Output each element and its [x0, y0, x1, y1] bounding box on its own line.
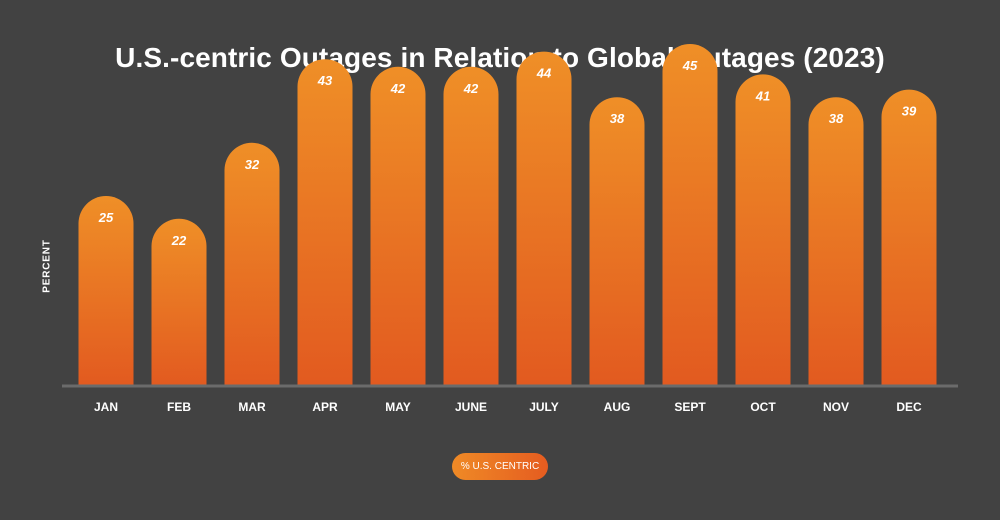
bar-nov [808, 97, 864, 386]
bar-value-label: 38 [829, 111, 844, 126]
bar-feb [151, 218, 207, 386]
legend-label: % U.S. CENTRIC [460, 461, 540, 472]
x-axis-ticks: JAN FEB MAR APR MAY JUNE JULY AUG SEPT OCT NOV DEC [94, 400, 922, 414]
bar-apr [297, 59, 353, 386]
bar-value-label: 42 [463, 81, 479, 96]
x-tick-label: FEB [167, 400, 191, 414]
x-tick-label: AUG [604, 400, 631, 414]
x-tick-label: JAN [94, 400, 118, 414]
bar-value-label: 43 [317, 73, 333, 88]
bar-july [516, 51, 572, 386]
bar-chart: 25 22 32 43 42 42 44 38 45 41 38 39 JAN FEB MAR APR MAY… [62, 43, 958, 414]
bar-value-label: 42 [390, 81, 406, 96]
bar-aug [589, 97, 645, 386]
bar-june [443, 66, 499, 387]
bar-dec [881, 89, 937, 387]
x-tick-label: JUNE [455, 400, 487, 414]
bar-value-label: 39 [902, 104, 917, 119]
x-tick-label: DEC [896, 400, 922, 414]
bar-value-label: 45 [682, 58, 698, 73]
bar-may [370, 66, 426, 387]
x-tick-label: MAR [238, 400, 266, 414]
bar-sept [662, 43, 718, 386]
bar-value-label: 25 [98, 210, 114, 225]
x-tick-label: APR [312, 400, 338, 414]
bar-value-label: 41 [755, 88, 770, 103]
x-tick-label: MAY [385, 400, 411, 414]
x-tick-label: NOV [823, 400, 849, 414]
bar-value-label: 38 [610, 111, 625, 126]
bar-value-label: 22 [171, 233, 187, 248]
x-tick-label: OCT [750, 400, 776, 414]
bar-value-label: 44 [536, 66, 552, 81]
legend: % U.S. CENTRIC [452, 453, 548, 480]
x-tick-label: SEPT [674, 400, 706, 414]
bar-mar [224, 142, 280, 386]
bar-oct [735, 74, 791, 387]
bar-value-label: 32 [245, 157, 260, 172]
x-tick-label: JULY [529, 400, 559, 414]
bar-jan [78, 196, 134, 386]
chart-title: U.S.-centric Outages in Relation to Glob… [115, 42, 885, 73]
bars-group: 25 22 32 43 42 42 44 38 45 41 38 39 [78, 43, 937, 387]
